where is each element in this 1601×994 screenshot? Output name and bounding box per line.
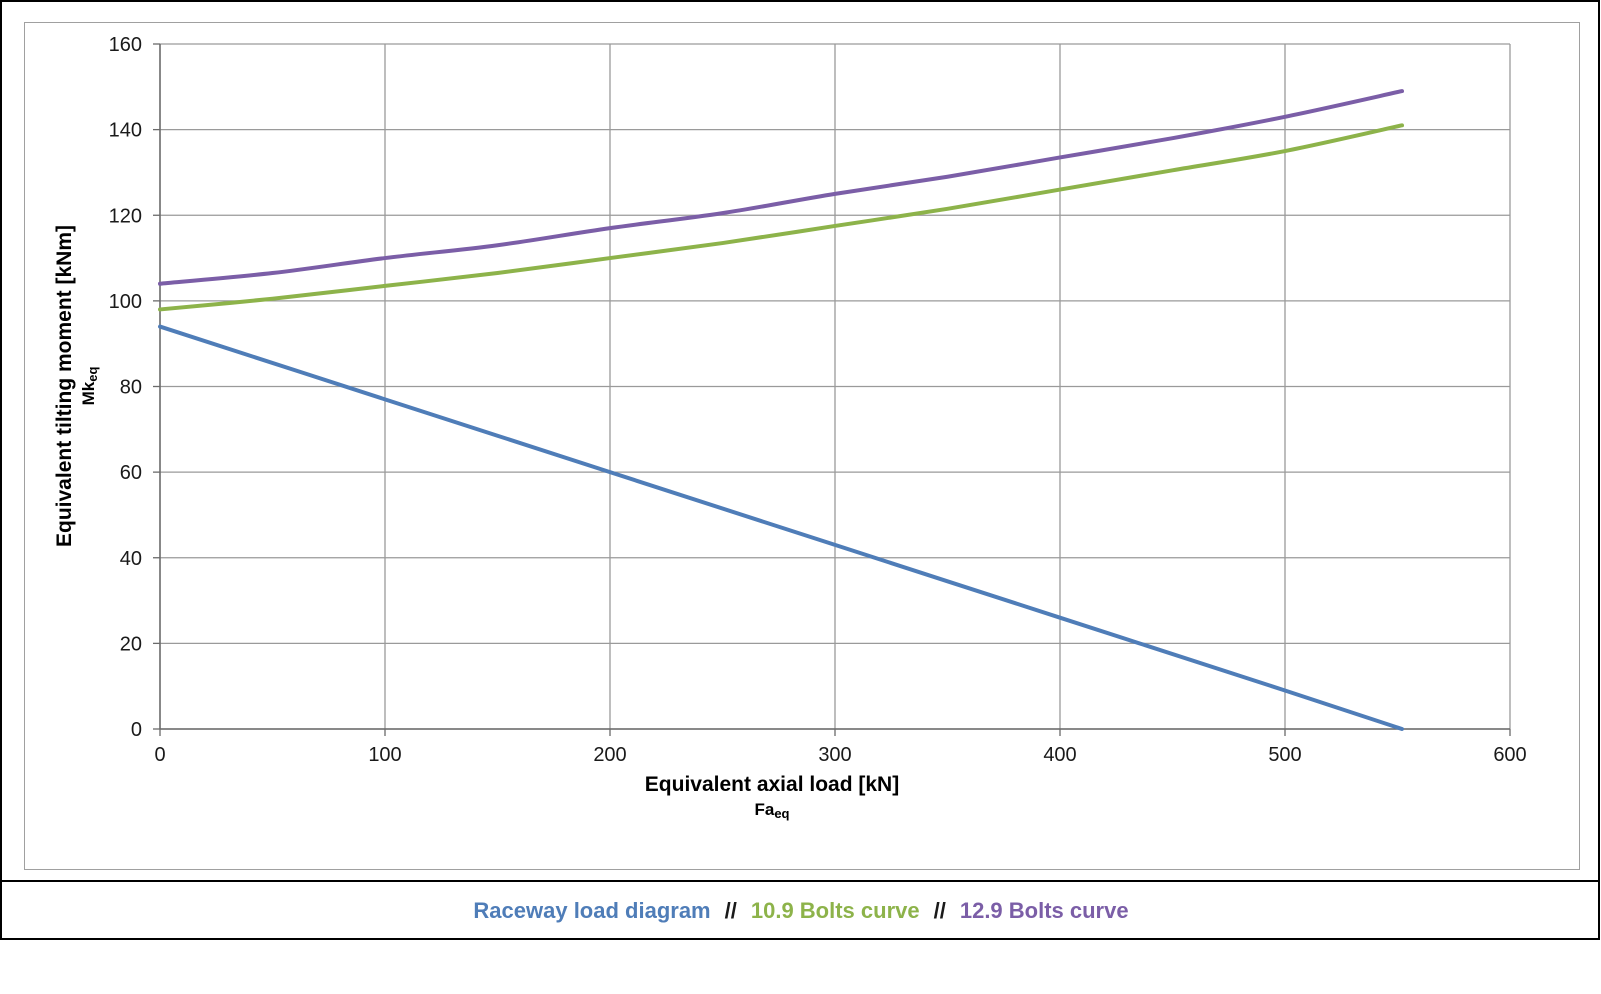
x-tick-label: 600 — [1493, 744, 1526, 766]
y-tick-label: 0 — [131, 719, 142, 741]
y-axis-symbol-base: Mk — [79, 381, 98, 405]
tick-labels: 0 100 200 300 400 500 600 0 20 40 60 80 100 120 140 160 — [109, 34, 1527, 766]
y-tick-label: 60 — [120, 462, 142, 484]
x-tick-label: 200 — [593, 744, 626, 766]
grid-lines — [153, 43, 1511, 736]
x-tick-label: 0 — [154, 744, 165, 766]
x-axis-symbol: Faeq — [754, 800, 789, 821]
legend-separator: // — [724, 898, 737, 923]
x-tick-label: 100 — [368, 744, 401, 766]
y-tick-label: 20 — [120, 633, 142, 655]
legend-separator: // — [933, 898, 946, 923]
y-tick-label: 80 — [120, 377, 142, 399]
legend-entry-12-9: 12.9 Bolts curve — [959, 898, 1129, 923]
y-tick-label: 160 — [109, 34, 142, 56]
legend: Raceway load diagram // 10.9 Bolts curve… — [2, 882, 1600, 940]
x-axis-symbol-base: Fa — [754, 800, 774, 819]
x-tick-label: 400 — [1043, 744, 1076, 766]
x-tick-label: 300 — [818, 744, 851, 766]
y-tick-label: 120 — [109, 205, 142, 227]
y-tick-label: 40 — [120, 548, 142, 570]
y-axis-symbol: Mkeq — [79, 367, 100, 406]
y-axis-symbol-subscript: eq — [85, 367, 100, 382]
x-axis-symbol-subscript: eq — [774, 806, 789, 821]
x-tick-label: 500 — [1268, 744, 1301, 766]
y-axis-title: Equivalent tilting moment [kNm] — [53, 225, 76, 547]
series-line-raceway — [158, 324, 1404, 731]
y-tick-label: 140 — [109, 120, 142, 142]
x-axis-title: Equivalent axial load [kN] — [645, 773, 899, 796]
series-line-12-9-bolts — [158, 89, 1404, 286]
y-tick-label: 100 — [109, 291, 142, 313]
series-layer — [158, 89, 1404, 731]
series-line-10-9-bolts — [158, 123, 1404, 312]
legend-entry-10-9: 10.9 Bolts curve — [750, 898, 920, 923]
legend-entry-raceway: Raceway load diagram — [473, 898, 711, 923]
legend-divider — [2, 880, 1600, 882]
